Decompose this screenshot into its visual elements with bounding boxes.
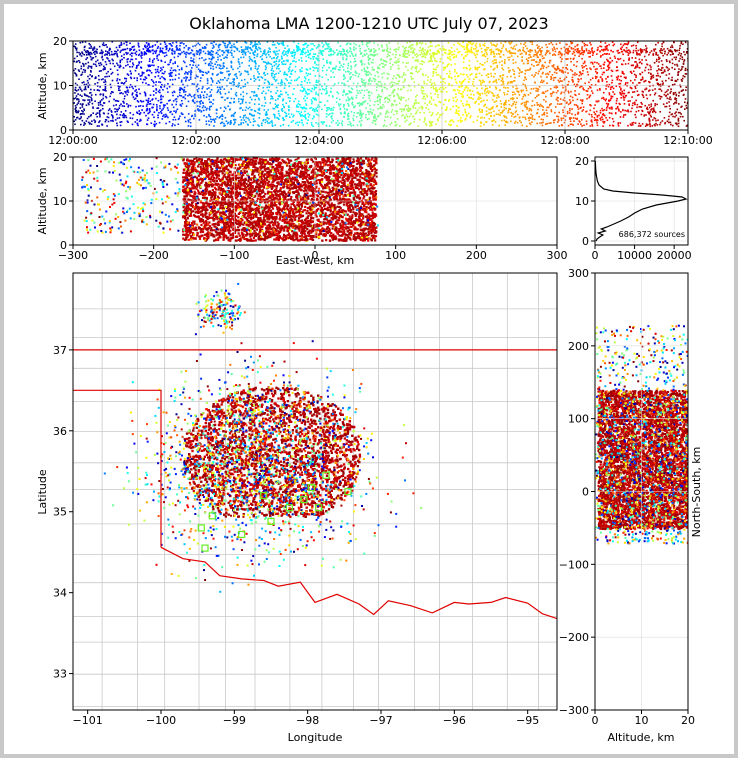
chart-title: Oklahoma LMA 1200-1210 UTC July 07, 2023 <box>0 14 738 33</box>
longitude-tick-label: −96 <box>443 714 466 727</box>
figure-frame <box>4 4 734 754</box>
plan-view-ticks: −101 −100 −99 −98 −97 −96 −95 33 34 35 36 37 <box>53 344 539 727</box>
eastwest-tick-label: −100 <box>219 249 249 262</box>
eastwest-tick-label: −200 <box>139 249 169 262</box>
altitude-tick-label: 10 <box>575 195 589 208</box>
altitude-tick-label: 0 <box>592 714 599 727</box>
lma-station-marker <box>201 544 209 552</box>
altitude-histogram-panel: 0 10000 20000 0 10 20 686,372 sources <box>575 155 692 262</box>
eastwest-altitude-ylabel: Altitude, km <box>36 167 49 234</box>
lma-station-marker <box>315 504 323 512</box>
altitude-tick-label: 20 <box>681 714 695 727</box>
time-tick-label: 12:02:00 <box>171 134 220 147</box>
altitude-northsouth-points <box>595 324 688 545</box>
lma-station-marker <box>197 524 205 532</box>
lma-station-marker <box>285 504 293 512</box>
northsouth-tick-label: 200 <box>568 340 589 353</box>
latitude-tick-label: 35 <box>53 506 67 519</box>
altitude-northsouth-ticks: 0 10 20 −300 −200 −100 0 100 200 300 <box>559 267 695 727</box>
altitude-tick-label: 0 <box>60 124 67 137</box>
plan-view-axes <box>72 272 558 711</box>
lma-stations <box>197 471 352 552</box>
lma-station-marker <box>322 471 330 479</box>
altitude-northsouth-xlabel: Altitude, km <box>607 731 674 744</box>
altitude-northsouth-ylabel: North-South, km <box>690 447 703 538</box>
time-tick-label: 12:04:00 <box>294 134 343 147</box>
plan-view-points <box>103 282 423 593</box>
time-tick-label: 12:08:00 <box>540 134 589 147</box>
altitude-tick-label: 20 <box>53 35 67 48</box>
source-count-annotation: 686,372 sources <box>619 230 685 239</box>
time-altitude-panel: 12:00:00 12:02:00 12:04:00 12:06:00 12:08:00… <box>36 35 713 147</box>
altitude-tick-label: 0 <box>582 235 589 248</box>
time-tick-label: 12:10:00 <box>663 134 712 147</box>
altitude-tick-label: 20 <box>53 151 67 164</box>
altitude-tick-label: 10 <box>53 195 67 208</box>
count-tick-label: 10000 <box>617 249 652 262</box>
longitude-tick-label: −95 <box>516 714 539 727</box>
latitude-tick-label: 33 <box>53 668 67 681</box>
altitude-histogram-line <box>595 160 688 242</box>
northsouth-tick-label: −100 <box>559 558 589 571</box>
northsouth-tick-label: 300 <box>568 267 589 280</box>
lma-station-marker <box>300 496 308 504</box>
longitude-tick-label: −98 <box>296 714 319 727</box>
eastwest-tick-label: 0 <box>312 249 319 262</box>
latitude-tick-label: 34 <box>53 587 67 600</box>
state-border <box>73 349 557 620</box>
latitude-tick-label: 36 <box>53 425 67 438</box>
altitude-tick-label: 20 <box>575 155 589 168</box>
northsouth-tick-label: −300 <box>559 704 589 717</box>
eastwest-altitude-panel: −300 −200 −100 0 100 200 300 0 10 20 Altitude, km… <box>36 151 568 267</box>
time-tick-label: 12:00:00 <box>48 134 97 147</box>
longitude-tick-label: −101 <box>73 714 103 727</box>
count-tick-label: 20000 <box>657 249 692 262</box>
northsouth-tick-label: 0 <box>582 486 589 499</box>
longitude-tick-label: −99 <box>223 714 246 727</box>
lma-station-marker <box>344 487 352 496</box>
lma-station-marker <box>307 483 315 492</box>
eastwest-tick-label: 200 <box>466 249 487 262</box>
plan-view-panel: −101 −100 −99 −98 −97 −96 −95 33 34 35 36 37 Latitu… <box>36 272 558 744</box>
altitude-northsouth-panel: 0 10 20 −300 −200 −100 0 100 200 300 Altitude, km… <box>559 267 703 744</box>
northsouth-tick-label: −200 <box>559 631 589 644</box>
time-tick-label: 12:06:00 <box>417 134 466 147</box>
altitude-tick-label: 0 <box>60 239 67 252</box>
eastwest-altitude-xlabel: East-West, km <box>276 254 354 267</box>
time-altitude-points <box>73 41 688 128</box>
altitude-tick-label: 10 <box>635 714 649 727</box>
altitude-tick-label: 10 <box>53 80 67 93</box>
lma-station-marker <box>238 530 246 539</box>
eastwest-altitude-grid <box>72 156 558 246</box>
eastwest-altitude-ticks: −300 −200 −100 0 100 200 300 0 10 20 <box>53 151 568 262</box>
county-lines <box>73 273 557 710</box>
eastwest-altitude-points <box>81 157 379 242</box>
plan-view-xlabel: Longitude <box>288 731 343 744</box>
lma-station-marker <box>267 517 275 526</box>
longitude-tick-label: −97 <box>369 714 392 727</box>
longitude-tick-label: −100 <box>146 714 176 727</box>
lma-station-marker <box>208 512 216 520</box>
plan-view-ylabel: Latitude <box>36 469 49 515</box>
latitude-tick-label: 37 <box>53 344 67 357</box>
northsouth-tick-label: 100 <box>568 413 589 426</box>
eastwest-tick-label: −300 <box>58 249 88 262</box>
count-tick-label: 0 <box>592 249 599 262</box>
lma-station-marker <box>260 491 268 500</box>
time-altitude-ylabel: Altitude, km <box>36 52 49 119</box>
eastwest-tick-label: 100 <box>385 249 406 262</box>
altitude-histogram-ticks: 0 10000 20000 0 10 20 <box>575 155 692 262</box>
eastwest-tick-label: 300 <box>547 249 568 262</box>
time-altitude-ticks: 12:00:00 12:02:00 12:04:00 12:06:00 12:08:00… <box>48 35 712 147</box>
